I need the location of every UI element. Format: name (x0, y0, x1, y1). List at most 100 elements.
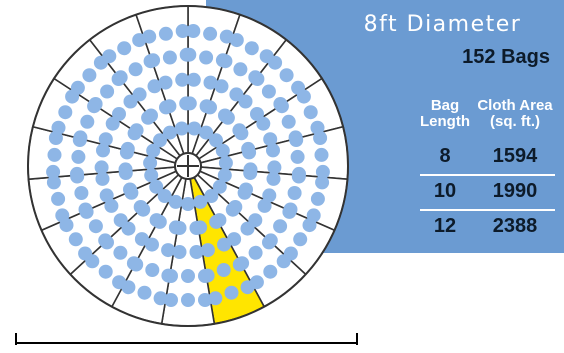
filter-bag (58, 105, 73, 120)
filter-bag (158, 26, 173, 41)
filter-bag (282, 204, 297, 219)
filter-bag (94, 160, 109, 175)
header-bag-length-line2: Length (420, 113, 470, 130)
filter-bag (129, 123, 144, 138)
filter-bag (290, 149, 305, 164)
panel-title: 8ft Diameter (363, 12, 522, 37)
filter-bag (200, 243, 215, 258)
filter-bag (132, 87, 147, 102)
filter-bag (104, 198, 119, 213)
filter-bag (212, 179, 227, 194)
outer-circle (27, 5, 349, 327)
row-1-length: 8 (439, 145, 451, 167)
filter-bag (161, 268, 176, 283)
filter-bag (203, 75, 218, 90)
filter-bag (113, 70, 128, 85)
filter-bag (144, 108, 158, 123)
filter-bag (198, 293, 212, 307)
filter-bag (257, 198, 272, 213)
filter-bag (46, 175, 61, 190)
filter-bag (149, 179, 164, 194)
filter-bag (181, 269, 195, 283)
filter-bag (145, 263, 160, 277)
filter-bag (128, 62, 143, 77)
row-divider (420, 209, 555, 211)
filter-bag (78, 246, 93, 261)
filter-bag (46, 164, 61, 179)
filter-bag (137, 285, 152, 300)
filter-bag (218, 155, 233, 170)
filter-bag (80, 114, 95, 129)
filter-bag (175, 72, 190, 87)
filter-bag (224, 285, 239, 300)
filter-bag (243, 166, 258, 180)
filter-bag (242, 145, 257, 160)
filter-bag (96, 143, 110, 158)
filter-bag (144, 168, 159, 183)
filter-bag (225, 202, 240, 217)
filter-bag (174, 121, 189, 136)
filter-bag (268, 55, 283, 70)
filter-bag (291, 169, 306, 184)
filter-bag (263, 264, 278, 279)
filter-bag (126, 256, 141, 271)
filter-bag (120, 141, 135, 156)
diameter-dimension-line (15, 333, 358, 345)
filter-bag (153, 133, 167, 148)
filter-bag (314, 147, 329, 162)
filter-bag (153, 291, 168, 306)
filter-bag (302, 218, 317, 233)
filter-bag (261, 84, 276, 99)
filter-bag (215, 143, 230, 158)
filter-bag (238, 94, 253, 109)
filter-bag (199, 50, 214, 65)
filter-bag (147, 79, 162, 94)
filter-bag (274, 99, 289, 114)
row-3-length: 12 (433, 215, 457, 237)
filter-bag (164, 293, 178, 307)
filter-bag (216, 263, 231, 277)
filter-bag (203, 100, 217, 115)
row-3-area: 2388 (492, 215, 538, 237)
filter-bag (217, 168, 232, 183)
filter-bag (70, 80, 85, 95)
filter-bag (310, 191, 325, 206)
filter-bag (203, 26, 218, 41)
filter-bag (313, 131, 328, 145)
filter-bag (146, 53, 161, 68)
filter-bag (279, 68, 294, 83)
filter-bag (112, 107, 126, 121)
filter-bag (98, 233, 113, 248)
filter-bag (68, 232, 83, 247)
filter-bag (262, 188, 277, 203)
filter-bag (181, 293, 195, 307)
filter-bag (289, 133, 304, 147)
filter-bag (168, 194, 183, 209)
filter-bag (88, 219, 103, 234)
filter-bag (234, 126, 249, 141)
filter-bag (162, 125, 177, 140)
filter-bag (250, 72, 265, 86)
filter-bag (51, 191, 66, 206)
filter-bag (157, 189, 172, 203)
filter-bag (262, 235, 276, 250)
filter-bag (186, 72, 201, 87)
filter-bag (229, 33, 244, 48)
filter-bag (123, 182, 137, 197)
filter-bag (232, 257, 247, 272)
filter-bag (118, 162, 133, 177)
filter-bag (98, 132, 113, 147)
row-2-length: 10 (433, 180, 457, 202)
filter-bag (161, 243, 176, 258)
filter-bag (179, 96, 194, 111)
filter-bag (267, 160, 282, 175)
filter-bag (315, 175, 330, 190)
filter-bag (73, 130, 88, 145)
header-bag-length-line1: Bag (430, 97, 460, 114)
filter-bag (208, 291, 223, 306)
filter-bag (273, 219, 288, 234)
filter-bag (198, 269, 212, 283)
row-divider (420, 174, 555, 176)
filter-bag (162, 50, 177, 65)
